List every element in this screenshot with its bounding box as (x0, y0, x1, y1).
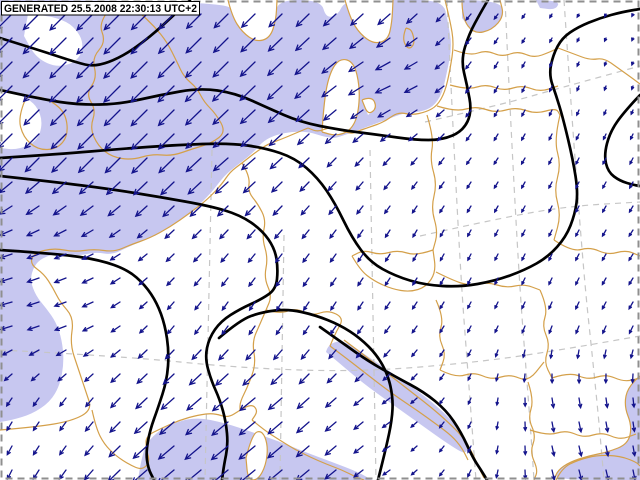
border-benelux-rhine (241, 162, 271, 311)
isoline-italy-arc (217, 308, 394, 480)
border-hungary (435, 271, 541, 291)
corsica-island (246, 431, 268, 480)
meridian-gridline (446, 0, 477, 480)
isoline-france (0, 248, 170, 480)
isoline-c-meander (0, 7, 640, 288)
timestamp-text: GENERATED 25.5.2008 22:30:13 UTC+2 (4, 3, 197, 15)
isoline-b (0, 0, 490, 142)
border-de-cz (351, 249, 434, 257)
border-bulgaria-greece (527, 381, 538, 480)
border-poland-east (553, 114, 561, 241)
sweden-coast (344, 0, 394, 44)
uk-coast (88, 4, 224, 160)
italy-west-coast (251, 419, 365, 480)
border-france-italy (239, 309, 267, 410)
border-romania-north (553, 239, 640, 257)
wind-vector-arrows (0, 13, 637, 480)
danish-isles (362, 98, 376, 115)
mediterranean-france-coast (91, 405, 258, 470)
timestamp-box (1, 1, 200, 16)
france-atlantic-channel-coast (0, 127, 309, 431)
denmark-land (322, 59, 360, 136)
wind-arrow-field (0, 13, 637, 480)
isoline-genoa-hook (0, 174, 279, 480)
border-bulgaria-turkey (529, 429, 637, 439)
border-latvia-lithuania (449, 84, 559, 91)
parallel-gridline (0, 335, 640, 372)
isoline-east-bulge (603, 93, 640, 188)
border-romania-west (539, 289, 553, 379)
border-hungary-croatia (435, 299, 445, 371)
sweden-land (345, 0, 393, 43)
meridian-gridline (369, 149, 377, 480)
border-czech-ring (351, 249, 436, 292)
gotland-coast (403, 27, 415, 49)
nw-ireland-land (0, 88, 42, 150)
meridian-gridline (204, 149, 213, 480)
border-serbia (439, 361, 545, 380)
border-lithuania-south (436, 105, 561, 116)
danish-isles-coast (361, 97, 376, 114)
black-sea-coast (555, 454, 640, 480)
scotland-land (24, 14, 83, 66)
gulf-of-riga-patch (462, 0, 503, 33)
meridian-gridline (279, 234, 285, 480)
black-sea-west-coast (553, 375, 640, 480)
isoline-balkan (318, 325, 489, 480)
land-white-holes (0, 0, 393, 480)
generated-timestamp: GENERATED 25.5.2008 22:30:13 UTC+2 (1, 1, 200, 16)
black-sea-corner-area (555, 376, 640, 480)
border-romania-south (551, 373, 640, 382)
meridian-gridline (563, 0, 605, 480)
border-estonia-latvia (453, 47, 559, 57)
italy-east-coast (329, 345, 469, 461)
gulf-of-finland-coast (557, 47, 640, 85)
border-oder (426, 114, 438, 251)
